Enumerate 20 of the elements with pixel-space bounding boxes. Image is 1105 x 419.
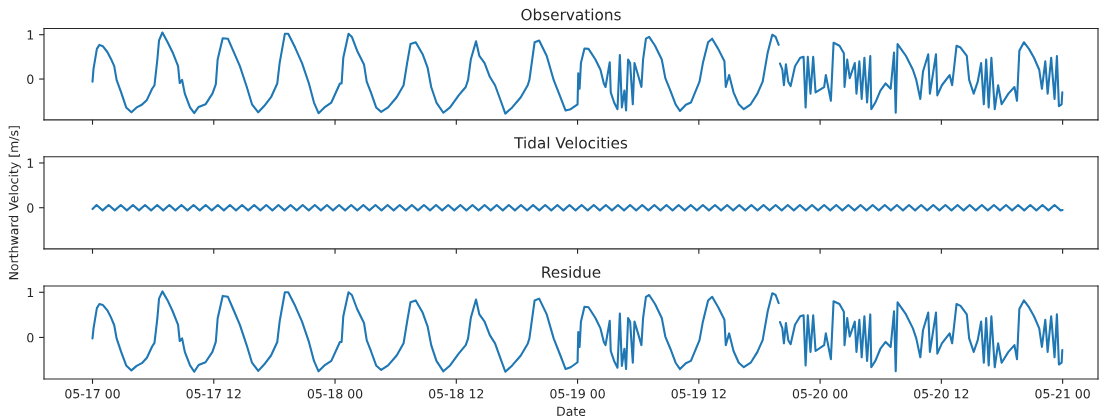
x-tick-label: 05-19 00 bbox=[550, 388, 605, 399]
y-tick-label: 0 bbox=[27, 332, 34, 343]
x-tick-label: 05-19 12 bbox=[671, 388, 726, 399]
chart-title: Tidal Velocities bbox=[514, 136, 628, 149]
x-tick-label: 05-20 12 bbox=[914, 388, 969, 399]
x-tick-label: 05-18 12 bbox=[429, 388, 484, 399]
chart-title: Observations bbox=[521, 8, 621, 21]
y-tick-label: 0 bbox=[27, 74, 34, 84]
y-axis-title: Northward Velocity [m/s] bbox=[8, 126, 21, 280]
x-axis-title: Date bbox=[557, 406, 586, 417]
y-tick-label: 1 bbox=[27, 287, 34, 298]
x-tick-label: 05-17 12 bbox=[186, 388, 241, 399]
y-tick-label: 0 bbox=[27, 203, 34, 213]
x-tick-label: 05-18 00 bbox=[307, 388, 363, 399]
x-tick-label: 05-20 00 bbox=[792, 388, 848, 399]
chart-title: Residue bbox=[542, 266, 601, 278]
x-tick-label: 05-17 00 bbox=[65, 388, 120, 399]
y-tick-label: 1 bbox=[27, 158, 34, 168]
x-tick-label: 05-21 00 bbox=[1035, 388, 1090, 399]
y-tick-label: 1 bbox=[27, 30, 34, 40]
